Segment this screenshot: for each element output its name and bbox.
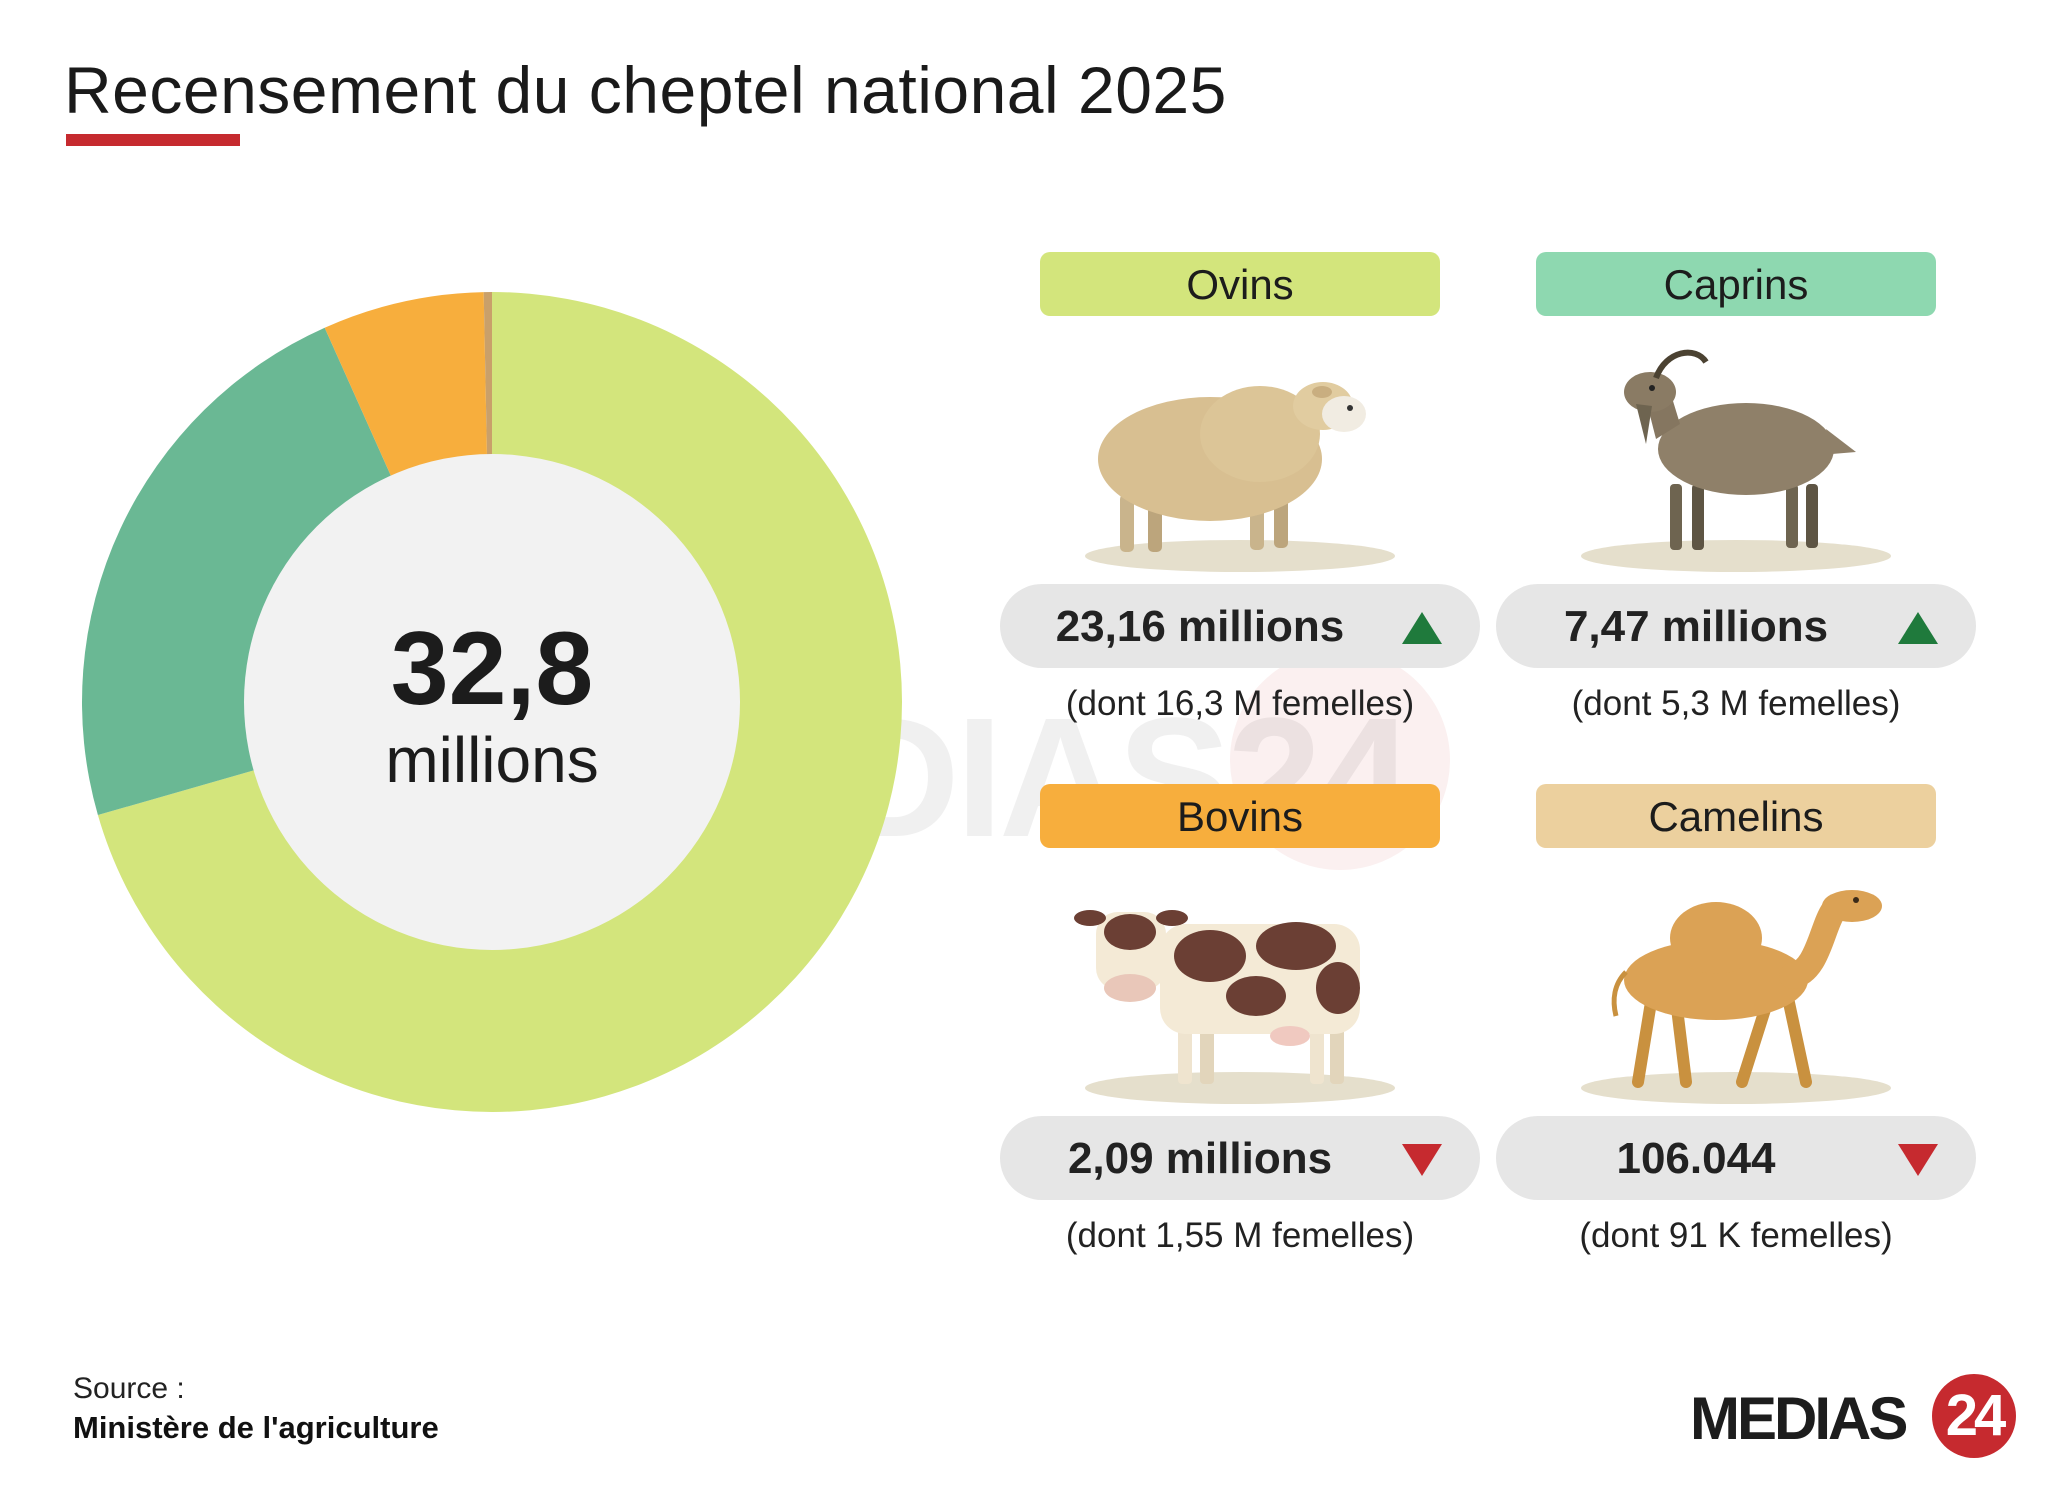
source-name: Ministère de l'agriculture [73, 1410, 439, 1445]
goat-icon [1581, 349, 1891, 572]
card-value: 2,09 millions [1067, 1134, 1333, 1183]
value-box: 7,47 millions [1496, 584, 1976, 668]
title-underline [66, 134, 240, 146]
card-subtext: (dont 1,55 M femelles) [1065, 1216, 1415, 1255]
trend-up-icon [1898, 612, 1938, 644]
trend-down-icon [1402, 1144, 1442, 1176]
card-label: Bovins [1040, 784, 1440, 848]
card-value: 23,16 millions [1055, 602, 1345, 651]
card-label: Ovins [1040, 252, 1440, 316]
source-label: Source : [73, 1372, 185, 1405]
logo-number: 24 [1945, 1383, 2007, 1448]
sheep-icon [1085, 382, 1395, 572]
card-subtext: (dont 16,3 M femelles) [1065, 684, 1415, 723]
value-box: 23,16 millions [1000, 584, 1480, 668]
donut-center-value: 32,8 [391, 611, 593, 727]
donut-center [244, 454, 740, 950]
donut-chart: 32,8 millions [81, 292, 903, 1112]
logo-text: MEDIAS [1690, 1385, 1908, 1452]
card-label: Caprins [1536, 252, 1936, 316]
logo-circle [1932, 1374, 2016, 1458]
camel-icon [1581, 890, 1891, 1104]
cow-icon [1074, 910, 1395, 1104]
page-title: Recensement du cheptel national 2025 [64, 53, 1227, 127]
value-box: 106.044 [1496, 1116, 1976, 1200]
card-value: 106.044 [1616, 1134, 1776, 1183]
medias24-logo: MEDIAS 24 [1690, 1372, 2020, 1472]
trend-down-icon [1898, 1144, 1938, 1176]
card-label: Camelins [1536, 784, 1936, 848]
trend-up-icon [1402, 612, 1442, 644]
card-subtext: (dont 91 K femelles) [1579, 1216, 1893, 1255]
donut-center-unit: millions [385, 724, 598, 796]
card-value: 7,47 millions [1563, 602, 1829, 651]
card-subtext: (dont 5,3 M femelles) [1571, 684, 1901, 723]
value-box: 2,09 millions [1000, 1116, 1480, 1200]
